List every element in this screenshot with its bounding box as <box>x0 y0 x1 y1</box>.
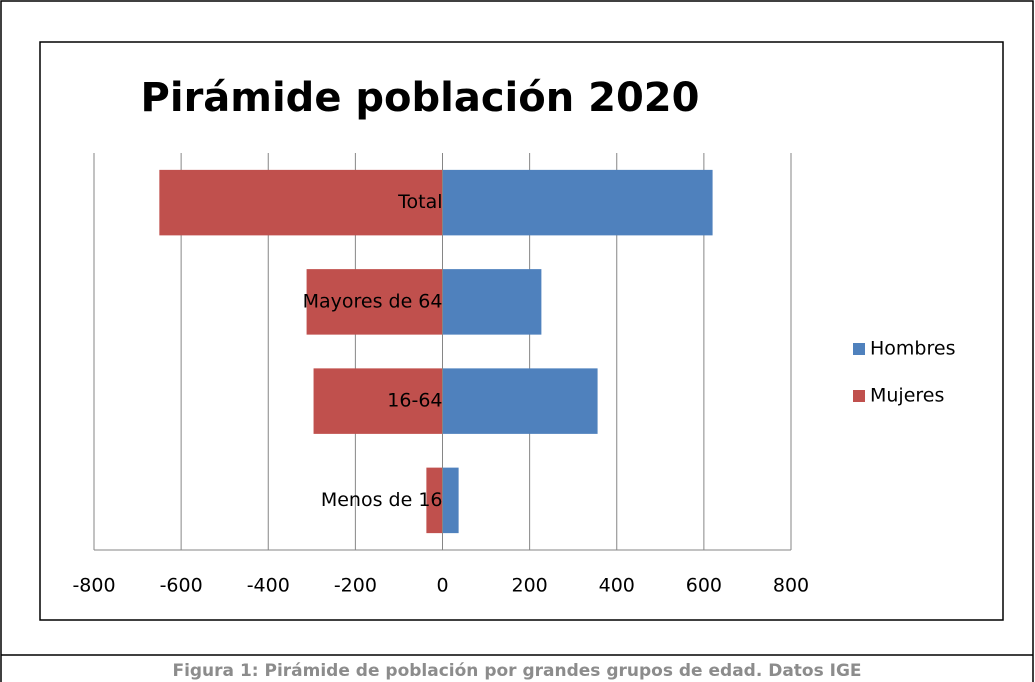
y-tick-label: 16-64 <box>387 390 442 412</box>
bar <box>159 169 443 236</box>
x-tick-label: 0 <box>436 575 448 597</box>
bar <box>442 467 459 534</box>
y-tick-label: Menos de 16 <box>321 489 443 511</box>
legend-label: Hombres <box>870 338 955 360</box>
caption: Figura 1: Pirámide de población por gran… <box>172 661 861 681</box>
y-tick-label: Total <box>397 191 442 213</box>
legend-swatch <box>853 390 865 402</box>
x-tick-label: -400 <box>247 575 290 597</box>
bar <box>442 368 598 434</box>
bar <box>426 467 443 534</box>
legend-swatch <box>853 343 865 355</box>
y-tick-label: Mayores de 64 <box>303 290 443 312</box>
x-tick-label: -600 <box>160 575 203 597</box>
x-tick-label: 600 <box>686 575 722 597</box>
chart-title: Pirámide población 2020 <box>141 75 700 121</box>
bar <box>306 269 443 335</box>
x-tick-label: -800 <box>72 575 115 597</box>
x-tick-label: 200 <box>511 575 547 597</box>
x-tick-label: -200 <box>334 575 377 597</box>
bar <box>442 269 542 335</box>
x-tick-label: 800 <box>773 575 809 597</box>
legend-label: Mujeres <box>870 385 944 407</box>
bar <box>313 368 443 434</box>
bar <box>442 169 713 236</box>
x-tick-label: 400 <box>599 575 635 597</box>
